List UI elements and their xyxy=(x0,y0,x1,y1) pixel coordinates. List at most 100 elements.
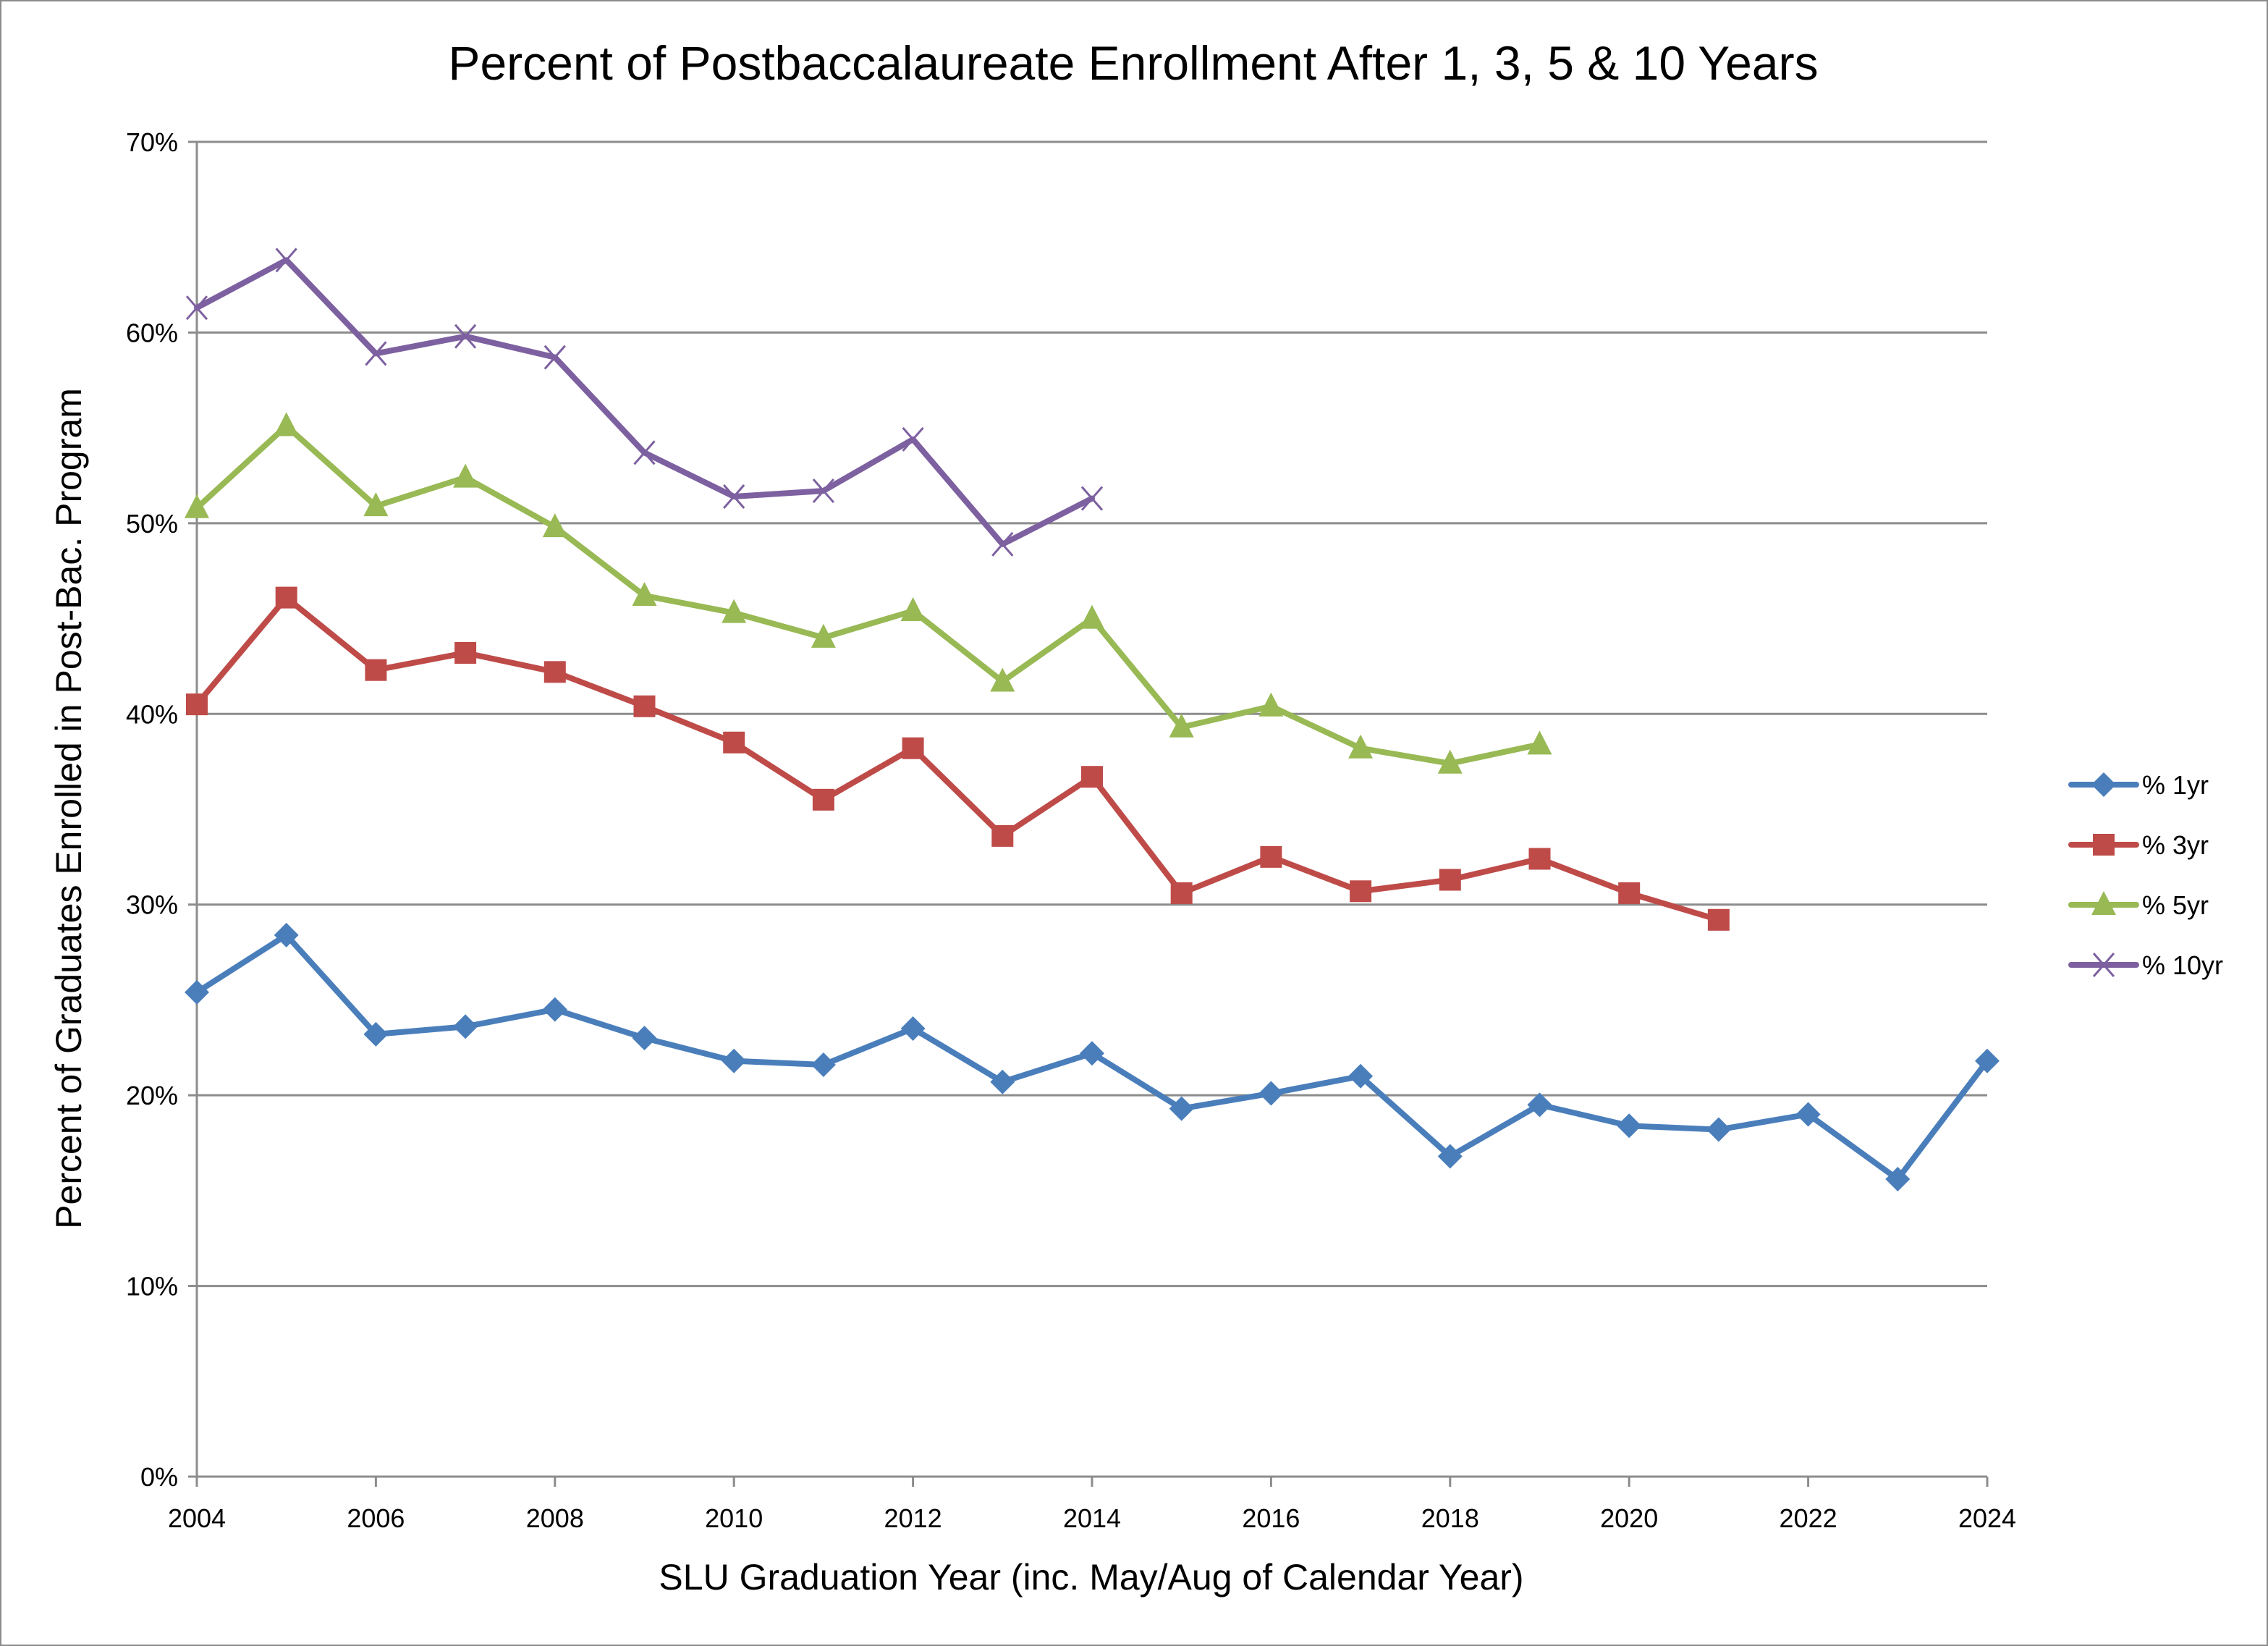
x-tick-label: 2010 xyxy=(705,1503,763,1533)
marker-diamond xyxy=(1348,1063,1374,1089)
marker-x xyxy=(365,341,387,366)
marker-triangle xyxy=(453,463,478,488)
marker-x xyxy=(454,324,477,349)
marker-x xyxy=(723,484,745,509)
marker-x xyxy=(185,295,208,321)
marker-square xyxy=(1260,845,1282,868)
legend: % 1yr % 3yr % 5yr % 10yr xyxy=(2068,770,2223,980)
series-line xyxy=(194,423,1543,767)
x-tick-label: 2018 xyxy=(1421,1503,1479,1533)
marker-diamond xyxy=(1617,1113,1642,1139)
y-tick-label: 30% xyxy=(126,890,178,920)
marker-x xyxy=(902,426,924,452)
marker-square xyxy=(991,824,1014,847)
y-tick-label: 60% xyxy=(126,318,178,347)
marker-triangle xyxy=(2091,891,2116,915)
series-group xyxy=(185,248,2000,1192)
x-tick-label: 2016 xyxy=(1242,1503,1300,1533)
x-tick-label: 2006 xyxy=(347,1503,405,1533)
series-5yr xyxy=(185,412,1552,774)
marker-triangle xyxy=(1258,692,1284,717)
marker-square xyxy=(1707,908,1730,931)
marker-diamond xyxy=(1258,1081,1284,1106)
y-tick-label: 20% xyxy=(126,1081,178,1110)
marker-triangle xyxy=(900,597,926,622)
series-line xyxy=(194,257,1095,547)
marker-diamond xyxy=(1169,1096,1194,1121)
marker-triangle xyxy=(722,599,747,623)
x-tick-label: 2014 xyxy=(1063,1503,1121,1533)
marker-triangle xyxy=(274,412,299,436)
marker-diamond xyxy=(1795,1102,1821,1127)
y-axis-ticks: 0% 10% 20% 30% 40% 50% 60% 70% xyxy=(126,127,197,1492)
marker-x xyxy=(633,440,656,465)
gridlines xyxy=(197,140,1987,1288)
marker-square xyxy=(723,731,745,754)
series-3yr xyxy=(186,586,1730,931)
legend-label: % 10yr xyxy=(2142,950,2223,980)
series-1yr xyxy=(185,922,2000,1192)
marker-square xyxy=(365,659,387,681)
marker-diamond xyxy=(722,1048,747,1073)
y-tick-label: 40% xyxy=(126,699,178,729)
marker-diamond xyxy=(900,1016,926,1041)
marker-triangle xyxy=(185,494,209,518)
marker-diamond xyxy=(1885,1167,1911,1192)
marker-diamond xyxy=(185,979,209,1005)
legend-label: % 1yr xyxy=(2142,770,2209,800)
marker-x xyxy=(812,478,835,504)
marker-triangle xyxy=(542,513,567,538)
marker-triangle xyxy=(990,667,1015,692)
axes xyxy=(195,142,1987,1478)
marker-triangle xyxy=(1348,734,1374,759)
marker-triangle xyxy=(811,623,836,648)
marker-square xyxy=(2093,834,2115,856)
marker-square xyxy=(1528,848,1551,870)
series-line xyxy=(194,594,1722,923)
y-axis-title: Percent of Graduates Enrolled in Post-Ba… xyxy=(48,388,89,1229)
x-tick-label: 2022 xyxy=(1780,1503,1837,1533)
marker-diamond xyxy=(1437,1144,1463,1169)
marker-x xyxy=(2092,953,2115,977)
x-axis-ticks: 2004 2006 2008 2010 2012 2014 2016 2018 2020 2022… xyxy=(168,1477,2016,1533)
x-axis-title: SLU Graduation Year (inc. May/Aug of Cal… xyxy=(659,1557,1523,1598)
marker-square xyxy=(902,737,924,759)
marker-diamond xyxy=(542,997,567,1022)
marker-square xyxy=(543,661,566,683)
y-tick-label: 50% xyxy=(126,509,178,539)
marker-triangle xyxy=(1437,749,1463,774)
x-tick-label: 2024 xyxy=(1958,1503,2016,1533)
x-tick-label: 2008 xyxy=(526,1503,584,1533)
marker-square xyxy=(1439,869,1461,891)
marker-triangle xyxy=(1527,730,1552,755)
marker-triangle xyxy=(1080,604,1104,629)
marker-diamond xyxy=(453,1014,478,1039)
marker-diamond xyxy=(274,922,299,947)
series-10yr xyxy=(185,248,1104,557)
marker-diamond xyxy=(1527,1092,1552,1118)
marker-square xyxy=(1081,766,1103,788)
x-tick-label: 2004 xyxy=(168,1503,226,1533)
marker-square xyxy=(1350,880,1372,903)
y-tick-label: 70% xyxy=(126,127,178,157)
marker-x xyxy=(991,531,1014,557)
marker-triangle xyxy=(363,492,389,517)
marker-diamond xyxy=(990,1069,1015,1094)
chart-title: Percent of Postbaccalaureate Enrollment … xyxy=(448,36,1818,90)
legend-item: % 5yr xyxy=(2068,890,2209,920)
marker-square xyxy=(1618,882,1641,904)
marker-square xyxy=(186,693,208,716)
legend-item: % 10yr xyxy=(2068,950,2223,980)
x-tick-label: 2012 xyxy=(884,1503,942,1533)
marker-x xyxy=(1080,486,1104,511)
marker-square xyxy=(454,641,477,664)
marker-square xyxy=(1170,882,1193,904)
legend-item: % 3yr xyxy=(2068,830,2209,860)
marker-square xyxy=(275,586,297,609)
legend-item: % 1yr xyxy=(2068,770,2209,800)
marker-diamond xyxy=(2091,772,2116,797)
marker-diamond xyxy=(1080,1041,1104,1066)
y-tick-label: 10% xyxy=(126,1272,178,1301)
